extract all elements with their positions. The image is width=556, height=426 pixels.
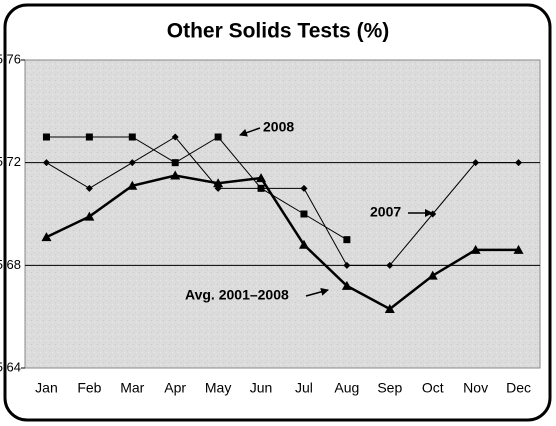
marker: [214, 133, 222, 141]
marker: [472, 159, 480, 167]
marker: [171, 159, 179, 167]
annotation-arrow: [305, 287, 329, 297]
series-annotation: Avg. 2001–2008: [185, 287, 289, 303]
marker: [127, 180, 138, 190]
marker: [515, 159, 523, 167]
chart-title: Other Solids Tests (%): [167, 20, 389, 43]
x-tick-label: Nov: [463, 380, 488, 396]
y-tick-label: 5.72: [0, 154, 21, 169]
x-tick-label: Mar: [120, 380, 144, 396]
series-line: [46, 136, 519, 266]
series-annotation: 2007: [370, 204, 401, 220]
plot-area: [24, 59, 541, 369]
marker: [170, 170, 181, 180]
y-tick-label: 5.76: [0, 51, 21, 66]
x-tick-label: May: [205, 380, 231, 396]
marker: [341, 280, 352, 290]
marker: [42, 133, 50, 141]
x-tick-label: Oct: [422, 380, 444, 396]
marker: [427, 270, 438, 280]
marker: [85, 133, 93, 141]
marker: [386, 261, 394, 269]
marker: [128, 159, 136, 167]
series-line: [46, 136, 348, 241]
marker: [257, 184, 265, 192]
x-tick-label: Apr: [164, 380, 186, 396]
marker: [84, 211, 95, 221]
x-tick-label: Aug: [334, 380, 359, 396]
marker: [256, 173, 267, 183]
x-tick-label: Jun: [250, 380, 273, 396]
marker: [513, 244, 524, 254]
marker: [42, 159, 50, 167]
y-tick-label: 5.64: [0, 359, 21, 374]
annotation-arrow: [239, 127, 261, 137]
marker: [213, 178, 224, 188]
marker: [85, 184, 93, 192]
x-tick-label: Sep: [377, 380, 402, 396]
marker: [470, 244, 481, 254]
series-annotation: 2008: [263, 119, 294, 135]
marker: [300, 184, 308, 192]
marker: [343, 261, 351, 269]
marker: [300, 210, 308, 218]
y-tick-label: 5.68: [0, 257, 21, 272]
marker: [171, 133, 179, 141]
marker: [298, 239, 309, 249]
x-tick-label: Jul: [295, 380, 313, 396]
marker: [128, 133, 136, 141]
marker: [384, 303, 395, 313]
x-tick-label: Jan: [35, 380, 58, 396]
series-line: [45, 174, 519, 311]
x-tick-label: Dec: [506, 380, 531, 396]
marker: [343, 236, 351, 244]
marker: [41, 232, 52, 242]
x-tick-label: Feb: [77, 380, 101, 396]
